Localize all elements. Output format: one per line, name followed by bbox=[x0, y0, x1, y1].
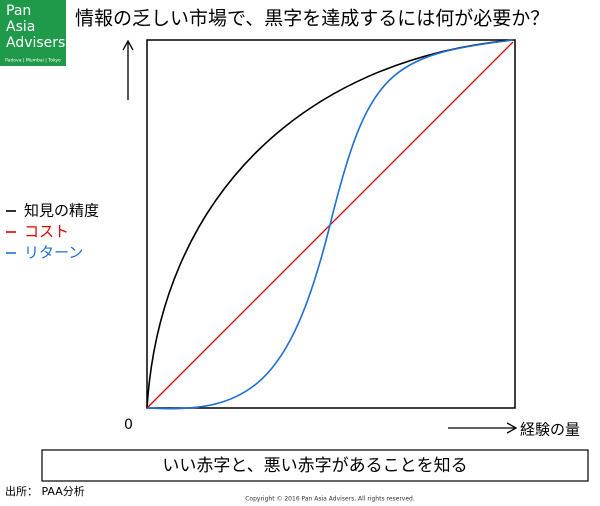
return-curve bbox=[146, 39, 514, 410]
logo-line: Advisers bbox=[6, 35, 65, 51]
logo-line: Asia bbox=[6, 19, 35, 35]
copyright: Copyright © 2016 Pan Asia Advisers, All … bbox=[245, 496, 415, 503]
legend-label: リターン bbox=[24, 244, 83, 262]
caption: いい赤字と、悪い赤字があることを知る bbox=[162, 456, 467, 476]
caption-box bbox=[41, 449, 589, 482]
y-arrowhead bbox=[122, 39, 134, 51]
legend-label: コスト bbox=[24, 223, 69, 241]
plot-frame bbox=[146, 39, 516, 409]
legend-label: 知見の精度 bbox=[24, 202, 99, 220]
x-arrowhead bbox=[506, 422, 518, 434]
source: 出所： PAA分析 bbox=[5, 484, 85, 498]
x-axis-label: 経験の量 bbox=[520, 421, 580, 439]
title: 情報の乏しい市場で、黒字を達成するには何が必要か？ bbox=[75, 8, 549, 30]
logo-box bbox=[0, 0, 66, 66]
logo-offices: Padova | Mumbai | Tokyo bbox=[5, 58, 61, 64]
origin-label: 0 bbox=[124, 417, 133, 433]
logo-line: Pan bbox=[6, 3, 31, 19]
knowledge-curve bbox=[146, 39, 514, 409]
